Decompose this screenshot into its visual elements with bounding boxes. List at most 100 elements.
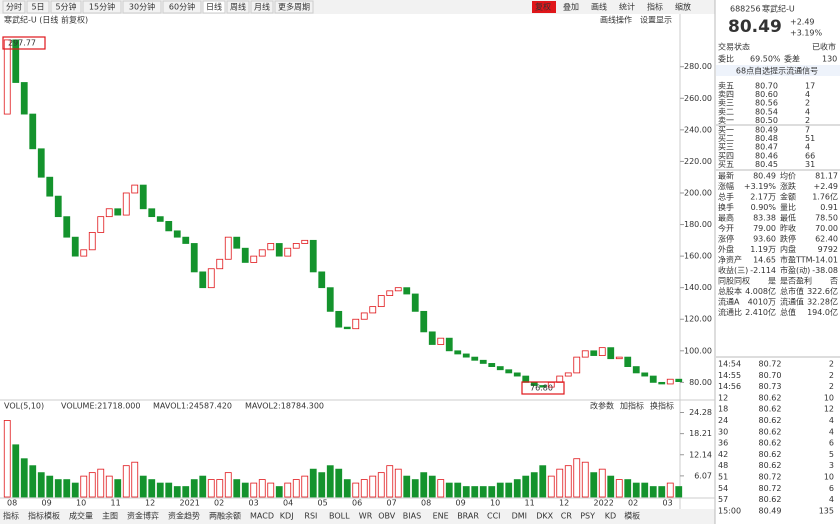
- x-tick-label: 2022: [594, 499, 614, 508]
- volume-bar: [182, 486, 190, 498]
- tick-volume: 2: [829, 382, 834, 391]
- stat-value: 否: [830, 277, 838, 286]
- period-tab-bg[interactable]: [26, 0, 50, 14]
- stat-label: 流通比: [718, 307, 742, 317]
- indicator-tab[interactable]: KDJ: [280, 512, 294, 521]
- indicator-tab[interactable]: DKX: [536, 512, 553, 521]
- period-tab[interactable]: 日线: [206, 2, 222, 12]
- indicator-tab[interactable]: CCI: [487, 512, 501, 521]
- volume-bar: [165, 482, 173, 498]
- stat-label: 市盈(动): [780, 265, 810, 275]
- period-tab-bg[interactable]: [162, 0, 202, 14]
- indicator-tab[interactable]: OBV: [378, 512, 396, 521]
- volume-bar: [267, 482, 275, 498]
- quote-cell: 51: [805, 134, 815, 143]
- stat-value: 4.008亿: [745, 286, 776, 296]
- toolbar-button[interactable]: 复权: [535, 2, 551, 12]
- indicator-tab[interactable]: WR: [359, 512, 373, 521]
- volume-bar: [479, 486, 487, 498]
- tick-price: 80.62: [759, 439, 782, 448]
- period-tab[interactable]: 5分钟: [55, 2, 76, 12]
- candle: [224, 236, 232, 260]
- toolbar-button[interactable]: 叠加: [563, 2, 579, 12]
- indicator-tab[interactable]: CR: [561, 512, 573, 521]
- indicator-tab[interactable]: 两融余额: [209, 511, 241, 521]
- period-tab-bg[interactable]: [274, 0, 314, 14]
- period-tab-bg[interactable]: [250, 0, 274, 14]
- period-tab-bg[interactable]: [226, 0, 250, 14]
- volume-bar: [352, 482, 360, 498]
- tick-price: 80.72: [759, 473, 782, 482]
- chart-action[interactable]: 画线操作: [600, 15, 632, 25]
- period-tab-bg[interactable]: [82, 0, 122, 14]
- quote-cell: 买一: [718, 126, 734, 135]
- volume-bar: [590, 472, 598, 498]
- volume-tool[interactable]: 换指标: [650, 401, 674, 411]
- volume-bar: [207, 479, 215, 498]
- period-tab-bg[interactable]: [202, 0, 226, 14]
- x-tick-label: 10: [490, 499, 500, 508]
- period-tab-bg[interactable]: [122, 0, 162, 14]
- indicator-tab[interactable]: 指标: [3, 511, 19, 521]
- quote-cell: 卖二: [718, 107, 734, 116]
- period-tab[interactable]: 月线: [254, 2, 270, 12]
- candle: [29, 113, 37, 150]
- stat-label: 今开: [718, 223, 734, 233]
- indicator-tab[interactable]: PSY: [580, 512, 595, 521]
- candle: [666, 378, 674, 385]
- period-tab[interactable]: 更多周期: [278, 2, 310, 12]
- signal-banner[interactable]: 68点自选提示流通信号: [736, 66, 818, 76]
- candle: [615, 356, 623, 360]
- stat-label: 量比: [780, 202, 796, 212]
- candle: [20, 82, 28, 115]
- indicator-tab[interactable]: BRAR: [457, 512, 479, 521]
- candle: [131, 184, 139, 194]
- volume-tool[interactable]: 加指标: [620, 401, 644, 411]
- period-tab[interactable]: 30分钟: [129, 2, 155, 12]
- period-tab[interactable]: 周线: [230, 2, 246, 12]
- volume-bar: [224, 472, 232, 498]
- volume-tool[interactable]: 改参数: [590, 401, 614, 411]
- stat-label: 内盘: [780, 244, 796, 254]
- period-tab[interactable]: 分时: [6, 2, 22, 12]
- indicator-tab[interactable]: BOLL: [329, 512, 350, 521]
- x-tick-label: 11: [525, 499, 535, 508]
- indicator-tab[interactable]: 成交量: [69, 511, 93, 521]
- x-tick-label: 06: [352, 499, 362, 508]
- toolbar-button[interactable]: 画线: [591, 2, 607, 12]
- period-tab[interactable]: 15分钟: [89, 2, 115, 12]
- stat-value: 1.76亿: [812, 192, 838, 202]
- indicator-tab[interactable]: ENE: [433, 512, 449, 521]
- stat-value: 70.00: [815, 224, 838, 233]
- candle: [122, 192, 130, 216]
- indicator-tab[interactable]: RSI: [304, 512, 317, 521]
- toolbar-button[interactable]: 指标: [647, 2, 663, 12]
- volume-bar: [530, 472, 538, 498]
- period-tab-bg[interactable]: [50, 0, 82, 14]
- indicator-tab[interactable]: 资金趋势: [168, 511, 200, 521]
- candle: [411, 293, 419, 312]
- period-tab-bg[interactable]: [2, 0, 26, 14]
- indicator-tab[interactable]: 资金博弈: [127, 511, 159, 521]
- x-tick-label: 02: [628, 499, 638, 508]
- candle: [97, 216, 105, 233]
- quote-cell: 80.54: [755, 107, 778, 116]
- min-label-box: [521, 381, 565, 395]
- indicator-tab[interactable]: 主图: [102, 511, 118, 521]
- tool-bg[interactable]: [532, 1, 556, 13]
- indicator-tab[interactable]: MACD: [250, 512, 274, 521]
- volume-bar: [581, 461, 589, 498]
- toolbar-button[interactable]: 统计: [619, 2, 635, 12]
- candle: [573, 356, 581, 374]
- indicator-tab[interactable]: 模板: [624, 511, 640, 521]
- period-tab[interactable]: 5日: [31, 3, 44, 12]
- stat-value: +2.49: [813, 182, 838, 191]
- volume-bar: [292, 479, 300, 498]
- toolbar-button[interactable]: 缩放: [675, 2, 691, 12]
- indicator-tab[interactable]: DMI: [512, 512, 527, 521]
- chart-action[interactable]: 设置显示: [640, 15, 672, 25]
- period-tab[interactable]: 60分钟: [169, 2, 195, 12]
- indicator-tab[interactable]: 指标模板: [28, 511, 60, 521]
- indicator-tab[interactable]: KD: [605, 512, 616, 521]
- indicator-tab[interactable]: BIAS: [403, 512, 421, 521]
